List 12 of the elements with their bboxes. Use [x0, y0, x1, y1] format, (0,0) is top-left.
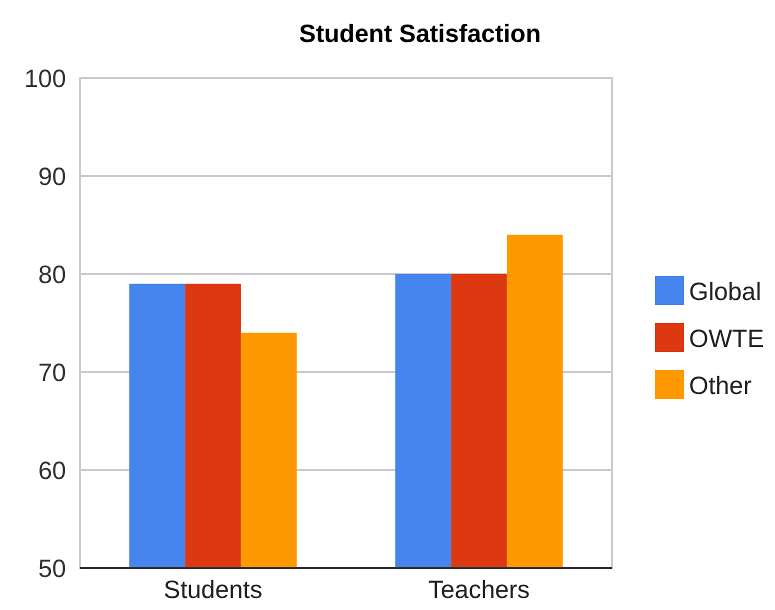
y-tick-label: 90 — [38, 162, 66, 191]
y-tick-label: 100 — [24, 64, 66, 93]
y-tick-label: 80 — [38, 260, 66, 289]
y-tick-label: 70 — [38, 358, 66, 387]
legend-label: OWTE — [689, 324, 764, 353]
y-tick-label: 50 — [38, 554, 66, 583]
chart-title: Student Satisfaction — [299, 20, 541, 48]
x-tick-label: Students — [164, 576, 262, 604]
legend-label: Other — [689, 372, 752, 400]
y-tick-label: 60 — [38, 456, 66, 485]
x-tick-label: Teachers — [428, 576, 530, 604]
legend-label: Global — [689, 278, 762, 306]
